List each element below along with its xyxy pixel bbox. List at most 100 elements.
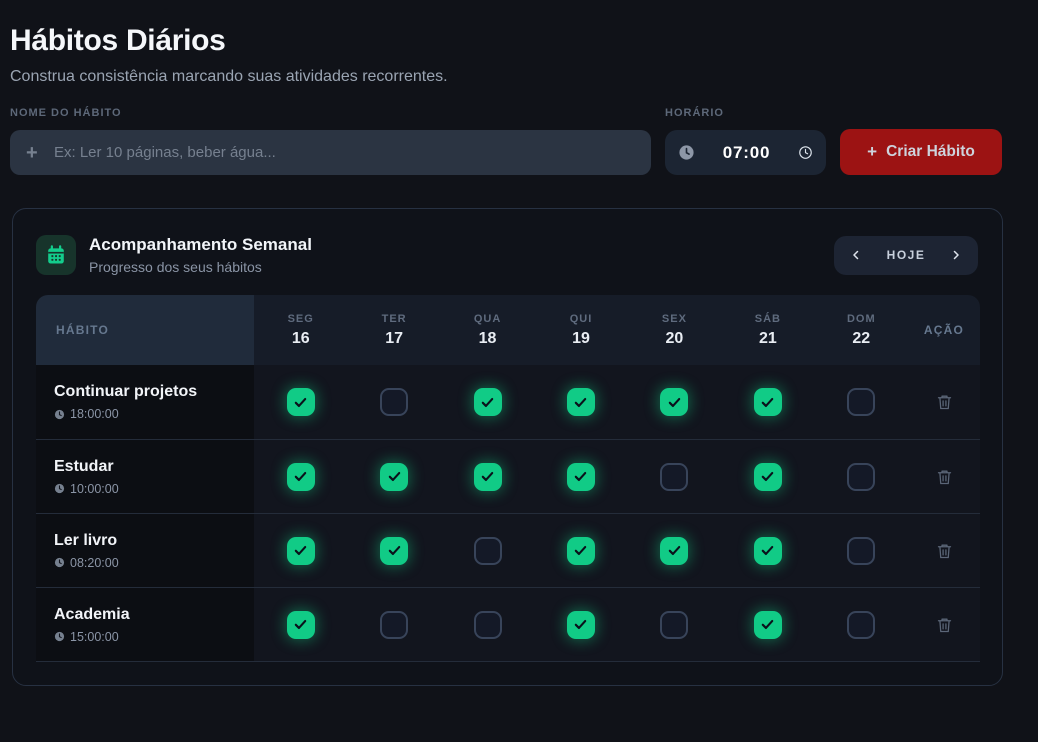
day-cell	[440, 440, 535, 513]
habit-check-checked[interactable]	[753, 610, 782, 639]
create-habit-button-label: Criar Hábito	[886, 143, 975, 160]
habit-check-unchecked[interactable]	[380, 388, 409, 416]
delete-habit-button[interactable]	[932, 389, 957, 415]
day-date-label: 19	[572, 329, 590, 347]
create-habit-button[interactable]: + Criar Hábito	[840, 129, 1002, 175]
habit-time: 08:20:00	[54, 556, 254, 570]
clock-outline-icon[interactable]	[798, 145, 813, 160]
day-date-label: 16	[291, 329, 310, 347]
habit-name-input[interactable]	[10, 130, 651, 175]
habit-time-text: 08:20:00	[70, 555, 119, 570]
habit-check-checked[interactable]	[286, 388, 315, 416]
habit-check-checked[interactable]	[566, 462, 595, 491]
habit-time-input-wrap[interactable]	[665, 130, 826, 175]
day-cell	[347, 514, 441, 587]
habit-time-text: 15:00:00	[70, 629, 119, 644]
chevron-left-icon	[853, 250, 859, 260]
trash-icon	[937, 544, 951, 558]
previous-week-button[interactable]	[847, 246, 865, 264]
habit-check-checked[interactable]	[286, 610, 315, 639]
plus-icon: +	[867, 142, 878, 161]
habit-check-checked[interactable]	[473, 388, 502, 416]
trash-icon	[937, 395, 951, 410]
habit-check-unchecked[interactable]	[847, 388, 876, 416]
day-cell	[534, 514, 628, 587]
delete-habit-button[interactable]	[932, 612, 957, 638]
day-cell	[347, 365, 441, 439]
action-cell	[908, 440, 980, 513]
day-cell	[534, 588, 628, 661]
check-icon	[294, 472, 307, 481]
habits-page: Hábitos Diários Construa consistência ma…	[0, 24, 1038, 742]
day-abbr-label: QUA	[473, 312, 502, 325]
habit-check-unchecked[interactable]	[847, 610, 876, 639]
habit-check-checked[interactable]	[566, 388, 595, 416]
page-header: Hábitos Diários Construa consistência ma…	[10, 24, 1003, 86]
today-button[interactable]: HOJE	[886, 248, 926, 262]
action-cell	[908, 588, 980, 661]
delete-habit-button[interactable]	[932, 538, 957, 564]
habit-cell: Ler livro 08:20:00	[36, 514, 254, 587]
day-cell	[627, 365, 722, 439]
habit-check-checked[interactable]	[753, 536, 782, 565]
habit-check-checked[interactable]	[753, 388, 782, 416]
habit-check-unchecked[interactable]	[847, 536, 876, 565]
habit-check-unchecked[interactable]	[473, 610, 502, 639]
week-navigation: HOJE	[834, 235, 978, 275]
clock-filled-icon	[679, 145, 694, 160]
habit-time-label: HORÁRIO	[665, 107, 724, 119]
habit-check-checked[interactable]	[473, 462, 502, 491]
habit-check-unchecked[interactable]	[660, 462, 689, 491]
day-cell	[440, 365, 535, 439]
day-cell	[627, 588, 722, 661]
habit-name-label: NOME DO HÁBITO	[10, 107, 122, 119]
day-column-header: SEG 16	[254, 295, 348, 365]
table-header-row: HÁBITO SEG 16 TER 17 QUA 18 QUI 19 SEX 20 SÁB 21 DOM 2…	[36, 295, 980, 365]
habit-name: Estudar	[54, 457, 114, 475]
check-icon	[294, 620, 307, 629]
habit-check-checked[interactable]	[380, 462, 409, 491]
day-date-label: 17	[385, 329, 404, 347]
habit-time-input[interactable]	[704, 142, 789, 163]
habits-table: HÁBITO SEG 16 TER 17 QUA 18 QUI 19 SEX 20 SÁB 21 DOM 2…	[36, 295, 980, 662]
check-icon	[294, 397, 307, 407]
day-abbr-label: SEX	[661, 312, 687, 325]
check-icon	[481, 397, 494, 407]
habit-cell: Continuar projetos 18:00:00	[36, 365, 254, 439]
habit-check-unchecked[interactable]	[660, 610, 689, 639]
clock-icon	[54, 557, 65, 568]
day-cell	[440, 588, 535, 661]
check-icon	[294, 546, 307, 555]
day-abbr-label: SÁB	[754, 312, 781, 325]
habit-row: Ler livro 08:20:00	[36, 513, 980, 587]
habit-row: Academia 15:00:00	[36, 587, 980, 661]
habit-check-checked[interactable]	[380, 536, 409, 565]
check-icon	[388, 546, 400, 555]
day-cell	[347, 588, 441, 661]
habit-check-checked[interactable]	[286, 536, 315, 565]
habit-check-checked[interactable]	[566, 536, 595, 565]
day-column-header: QUI 19	[534, 295, 628, 365]
day-cell	[347, 440, 441, 513]
habit-time: 15:00:00	[54, 630, 254, 644]
habit-check-checked[interactable]	[660, 388, 689, 416]
habit-check-checked[interactable]	[286, 462, 315, 491]
day-abbr-label: SEG	[287, 312, 314, 325]
tracker-title-group: Acompanhamento Semanal Progresso dos seu…	[36, 235, 312, 275]
habit-check-unchecked[interactable]	[847, 462, 876, 491]
habit-check-unchecked[interactable]	[380, 610, 409, 639]
check-icon	[575, 546, 587, 555]
habit-check-checked[interactable]	[566, 610, 595, 639]
day-column-header: TER 17	[347, 295, 441, 365]
habit-name: Continuar projetos	[54, 383, 198, 400]
habit-row: Continuar projetos 18:00:00	[36, 365, 980, 439]
day-cell	[721, 588, 815, 661]
delete-habit-button[interactable]	[932, 464, 957, 490]
habit-check-checked[interactable]	[753, 462, 782, 491]
check-icon	[575, 472, 587, 481]
check-icon	[762, 472, 774, 481]
habit-check-unchecked[interactable]	[473, 536, 502, 565]
create-habit-form: NOME DO HÁBITO + HORÁRIO +	[10, 107, 1003, 175]
next-week-button[interactable]	[947, 246, 965, 264]
habit-check-checked[interactable]	[660, 536, 689, 565]
